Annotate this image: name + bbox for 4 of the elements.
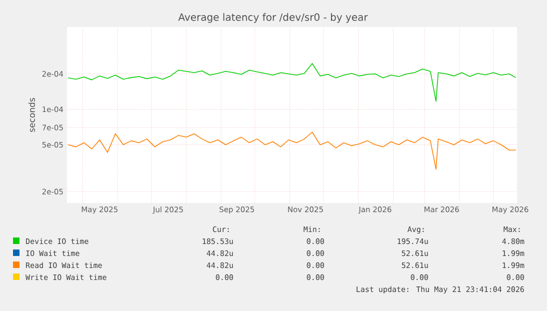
line-series	[68, 63, 516, 102]
y-axis-title: seconds	[28, 98, 35, 132]
line-series	[68, 132, 516, 170]
chart-title: Average latency for /dev/sr0 - by year	[178, 13, 368, 23]
